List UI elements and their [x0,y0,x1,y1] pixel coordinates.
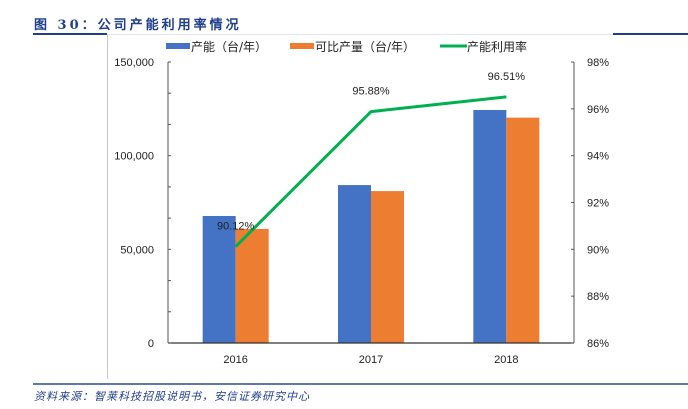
title-underline [33,33,107,35]
title-divider [107,34,688,35]
source-note: 资料来源：智莱科技招股说明书，安信证券研究中心 [34,390,310,403]
utilization-label-2016: 90.12% [217,221,255,233]
right-tick-label: 90% [587,244,609,256]
x-tick-label-2017: 2017 [359,354,383,366]
left-tick-label: 0 [148,338,154,350]
legend-label-utilization: 产能利用率 [467,39,527,54]
right-tick-label: 96% [587,104,609,116]
legend-label-output: 可比产量（台/年） [315,39,415,54]
frame-border [107,35,108,379]
title-divider-accent [613,33,688,35]
legend-swatch-capacity [166,43,190,49]
left-tick-label: 150,000 [114,57,154,69]
legend-swatch-output [290,43,314,49]
right-tick-label: 86% [587,338,609,350]
bar-output-2017 [371,191,404,343]
utilization-label-2017: 95.88% [352,86,390,98]
bar-output-2016 [235,228,269,343]
legend-label-capacity: 产能（台/年） [191,39,267,54]
legend-item-output: 可比产量（台/年） [290,39,415,54]
utilization-label-2018: 96.51% [488,71,526,83]
legend-item-capacity: 产能（台/年） [166,39,267,54]
figure-title: 图 30：公司产能利用率情况 [34,18,242,33]
right-tick-label: 92% [587,198,609,210]
left-tick-label: 50,000 [120,244,154,256]
x-tick-label-2018: 2018 [494,354,518,366]
right-tick-label: 98% [587,57,609,69]
x-tick-label-2016: 2016 [223,354,247,366]
legend-item-utilization: 产能利用率 [440,39,527,54]
left-tick-label: 100,000 [114,151,154,163]
bar-capacity-2017 [338,185,371,343]
right-tick-label: 88% [587,291,609,303]
bar-output-2018 [506,117,540,343]
bar-capacity-2016 [202,215,236,343]
right-tick-label: 94% [587,151,609,163]
footer-divider [33,383,688,385]
bar-capacity-2018 [473,109,507,343]
legend: 产能（台/年） 可比产量（台/年） 产能利用率 [166,39,527,54]
